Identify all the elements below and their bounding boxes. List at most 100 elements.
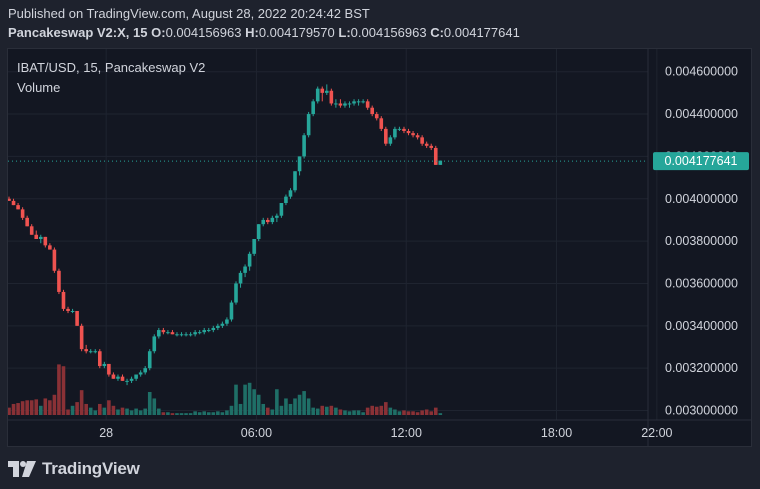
candle-body [138,372,143,375]
volume-bar [161,412,166,415]
candle-body [234,283,238,303]
candle-body [184,334,188,336]
candle-body [157,330,161,337]
candle-body [261,219,266,225]
candle-body [84,349,88,352]
volume-bar [229,405,234,415]
candle-body [393,128,397,138]
time-axis: 28 06:00 12:00 18:00 22:00 [99,426,672,440]
candle-body [197,332,202,334]
volume-bar [70,405,75,415]
close-label: C: [430,25,444,40]
volume-bar [279,405,284,415]
candle-body [374,114,379,119]
candle-body [79,325,84,350]
volume-bar [29,400,34,415]
candle-body [297,156,302,172]
candle-body [193,332,197,335]
candle-body [220,323,225,326]
volume-bar [179,413,184,415]
candles [8,84,443,386]
volume-bar [311,407,315,415]
volume-bar [325,406,329,415]
volume-bar [388,407,393,415]
candle-body [179,334,184,336]
candle-body [111,374,116,379]
time-tick-label: 22:00 [641,426,672,440]
candle-body [38,236,43,239]
volume-bar [397,411,402,415]
volume-bar [320,405,325,415]
candle-body [329,90,334,104]
candle-body [265,219,270,223]
candle-body [57,270,61,292]
candle-body [279,203,284,216]
volume-bar [129,410,134,415]
tradingview-brand: TradingView [42,459,140,478]
volume-bar [306,398,311,415]
volume-bar [356,410,361,415]
volume-bar [52,394,57,415]
volume-bar [197,412,202,415]
candle-body [116,376,120,379]
candle-body [247,253,252,267]
candle-body [384,128,388,144]
chart-legend-title: IBAT/USD, 15, Pancakeswap V2 [17,60,206,75]
candle-body [98,351,102,367]
candle-body [120,376,125,381]
volume-bar [256,394,261,415]
volume-bar [48,400,52,415]
volume-bar [84,403,88,415]
volume-bar [8,407,11,415]
candle-body [229,302,234,320]
volume-bar [211,412,216,415]
price-chart[interactable]: 0.0046000000.0044000000.0042000000.00400… [8,49,751,446]
volume-bar [411,411,415,415]
candle-body [302,135,306,157]
tradingview-logo-icon [8,461,36,477]
candle-body [397,128,402,130]
candle-body [406,131,411,134]
price-tick-label: 0.003600000 [665,276,738,290]
candle-body [11,200,16,206]
volume-bar [102,407,107,415]
volume-bar [238,403,243,415]
volume-bar [143,408,147,415]
candle-body [388,137,393,144]
volume-bar [384,402,388,415]
volume-bar [329,405,334,415]
volume-bar [25,400,29,415]
candle-body [211,327,216,331]
chart-panel[interactable]: 0.0046000000.0044000000.0042000000.00400… [7,48,752,447]
volume-bar [20,401,25,415]
price-tick-label: 0.003000000 [665,404,738,418]
candle-body [66,308,70,311]
volume-bar [184,413,188,415]
tradingview-logo[interactable]: TradingView [8,458,140,480]
price-tick-label: 0.003200000 [665,361,738,375]
price-tick-label: 0.003400000 [665,319,738,333]
candle-body [433,147,438,165]
volume-bar [134,408,138,415]
volume-bar [379,405,384,415]
candle-body [334,103,338,105]
volume-bar [438,413,443,415]
candle-body [134,374,138,379]
candle-body [347,103,352,105]
volume-bar [193,411,197,415]
volume-bar [93,410,98,415]
volume-bar [166,412,170,415]
volume-bar [402,410,406,415]
volume-bar [202,411,207,415]
volume-bar [265,407,270,415]
volume-bar [247,382,252,415]
volume-bar [243,384,247,415]
volume-bar [157,408,161,415]
candle-body [315,88,320,102]
volume-bars [8,364,443,415]
volume-bar [216,411,220,415]
volume-bar [374,406,379,415]
candle-body [293,171,297,191]
volume-bar [57,364,61,415]
open-label: O: [151,25,166,40]
